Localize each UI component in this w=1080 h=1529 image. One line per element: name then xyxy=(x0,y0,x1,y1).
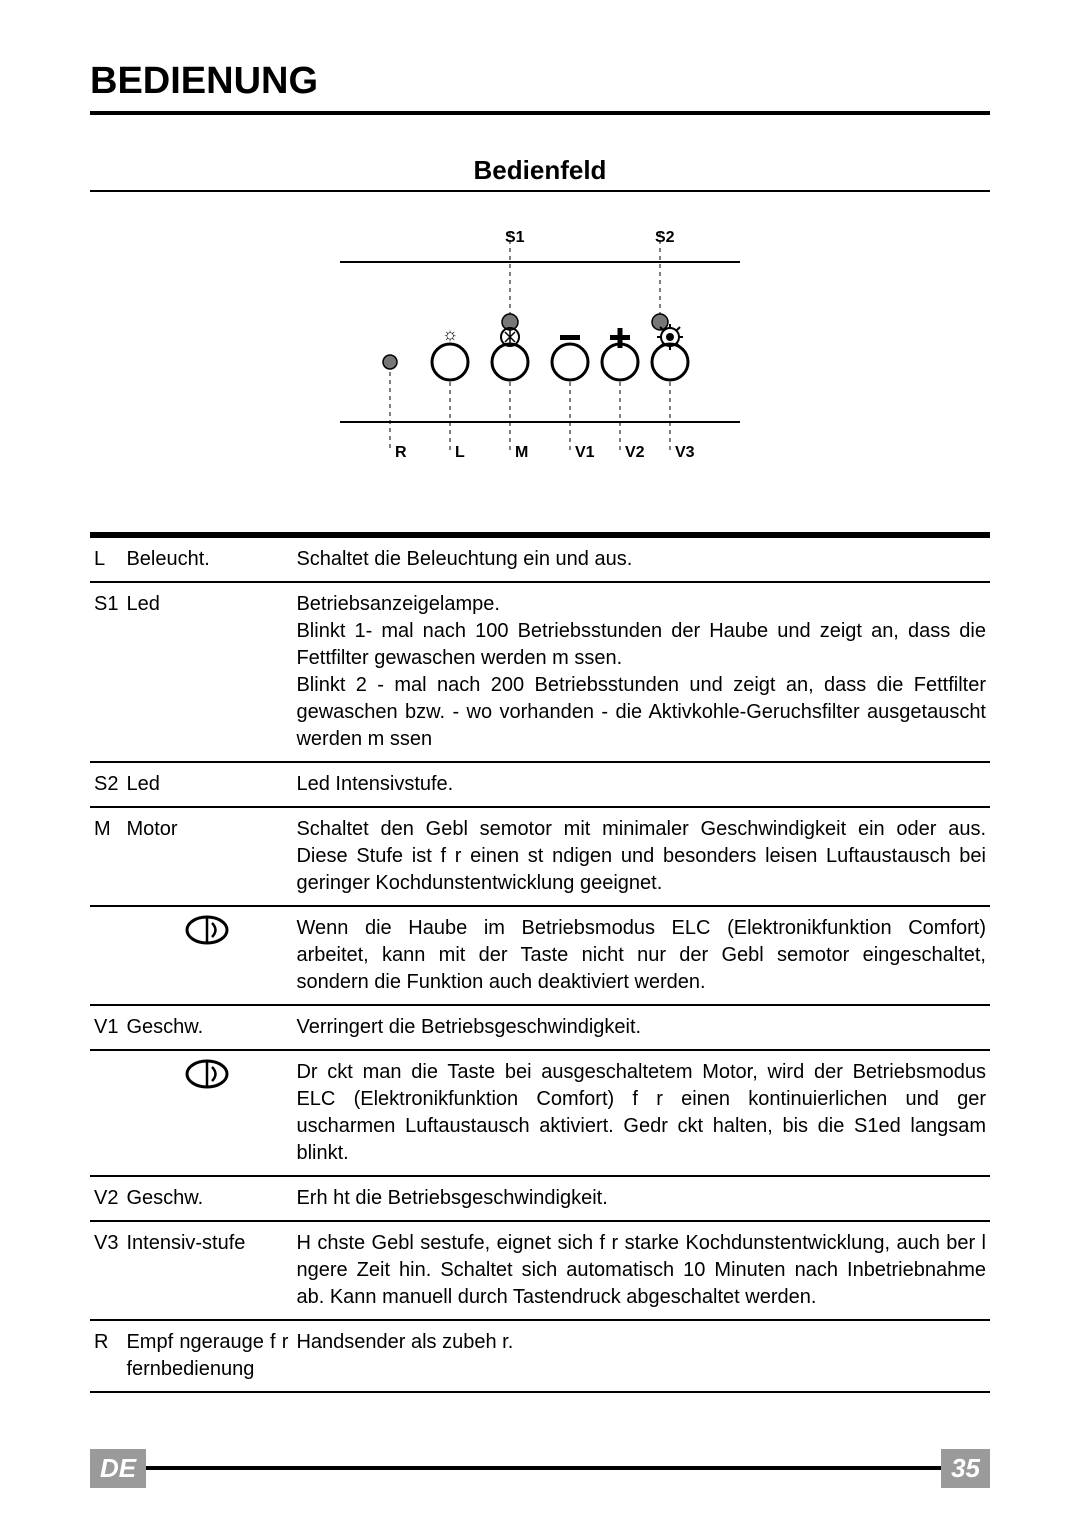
control-panel-diagram: S1 S2 ☼ xyxy=(90,222,990,502)
row-key xyxy=(90,1050,122,1176)
row-desc: Handsender als zubeh r. xyxy=(292,1320,990,1392)
table-row: V3Intensiv-stufeH chste Gebl sestufe, ei… xyxy=(90,1221,990,1320)
button-plus xyxy=(602,328,638,380)
row-desc: Dr ckt man die Taste bei ausgeschaltetem… xyxy=(292,1050,990,1176)
main-heading: BEDIENUNG xyxy=(90,60,990,103)
sub-heading: Bedienfeld xyxy=(90,155,990,186)
row-label: Intensiv-stufe xyxy=(122,1221,292,1320)
row-label xyxy=(122,906,292,1005)
row-label: Beleucht. xyxy=(122,538,292,582)
svg-text:☼: ☼ xyxy=(442,324,459,344)
heading-rule xyxy=(90,111,990,115)
page: BEDIENUNG Bedienfeld S1 S2 ☼ xyxy=(0,0,1080,1529)
panel-svg: S1 S2 ☼ xyxy=(280,222,800,502)
button-minus xyxy=(552,335,588,380)
footer-page: 35 xyxy=(941,1449,990,1488)
table-row: Wenn die Haube im Betriebsmodus ELC (Ele… xyxy=(90,906,990,1005)
row-label xyxy=(122,1050,292,1176)
label-v3: V3 xyxy=(675,444,695,461)
row-label: Led xyxy=(122,582,292,762)
footer-lang: DE xyxy=(90,1449,146,1488)
table-row: V1Geschw.Verringert die Betriebsgeschwin… xyxy=(90,1005,990,1050)
table-row: REmpf ngerauge f r fernbedienungHandsend… xyxy=(90,1320,990,1392)
label-s2: S2 xyxy=(655,229,675,246)
table-row: S2LedLed Intensivstufe. xyxy=(90,762,990,807)
row-label: Motor xyxy=(122,807,292,906)
table-row: Dr ckt man die Taste bei ausgeschaltetem… xyxy=(90,1050,990,1176)
row-desc: Schaltet die Beleuchtung ein und aus. xyxy=(292,538,990,582)
row-key: L xyxy=(90,538,122,582)
row-label: Geschw. xyxy=(122,1176,292,1221)
row-key: R xyxy=(90,1320,122,1392)
sub-heading-rule xyxy=(90,190,990,192)
spec-tbody: LBeleucht.Schaltet die Beleuchtung ein u… xyxy=(90,538,990,1392)
footer: DE 35 xyxy=(90,1447,990,1489)
row-desc: Wenn die Haube im Betriebsmodus ELC (Ele… xyxy=(292,906,990,1005)
label-s1: S1 xyxy=(505,229,525,246)
label-l: L xyxy=(455,444,465,461)
label-v2: V2 xyxy=(625,444,645,461)
table-row: V2Geschw.Erh ht die Betriebsgeschwindigk… xyxy=(90,1176,990,1221)
row-key: V2 xyxy=(90,1176,122,1221)
row-desc: Erh ht die Betriebsgeschwindigkeit. xyxy=(292,1176,990,1221)
label-v1: V1 xyxy=(575,444,595,461)
row-key: V1 xyxy=(90,1005,122,1050)
table-row: LBeleucht.Schaltet die Beleuchtung ein u… xyxy=(90,538,990,582)
row-key: S2 xyxy=(90,762,122,807)
row-label: Geschw. xyxy=(122,1005,292,1050)
spec-table: LBeleucht.Schaltet die Beleuchtung ein u… xyxy=(90,538,990,1393)
table-row: S1LedBetriebsanzeigelampe.Blinkt 1- mal … xyxy=(90,582,990,762)
row-key: M xyxy=(90,807,122,906)
footer-rule xyxy=(146,1466,941,1470)
button-light: ☼ xyxy=(432,324,468,380)
row-desc: H chste Gebl sestufe, eignet sich f r st… xyxy=(292,1221,990,1320)
row-desc: Led Intensivstufe. xyxy=(292,762,990,807)
row-key: S1 xyxy=(90,582,122,762)
row-desc: Schaltet den Gebl semotor mit minimaler … xyxy=(292,807,990,906)
button-intensive xyxy=(652,324,688,380)
button-motor xyxy=(492,328,528,380)
receiver-dot xyxy=(383,355,397,369)
label-r: R xyxy=(395,444,407,461)
row-desc: Betriebsanzeigelampe.Blinkt 1- mal nach … xyxy=(292,582,990,762)
row-key xyxy=(90,906,122,1005)
table-row: MMotorSchaltet den Gebl semotor mit mini… xyxy=(90,807,990,906)
row-desc: Verringert die Betriebsgeschwindigkeit. xyxy=(292,1005,990,1050)
row-label: Empf ngerauge f r fernbedienung xyxy=(122,1320,292,1392)
label-m: M xyxy=(515,444,528,461)
row-key: V3 xyxy=(90,1221,122,1320)
row-label: Led xyxy=(122,762,292,807)
